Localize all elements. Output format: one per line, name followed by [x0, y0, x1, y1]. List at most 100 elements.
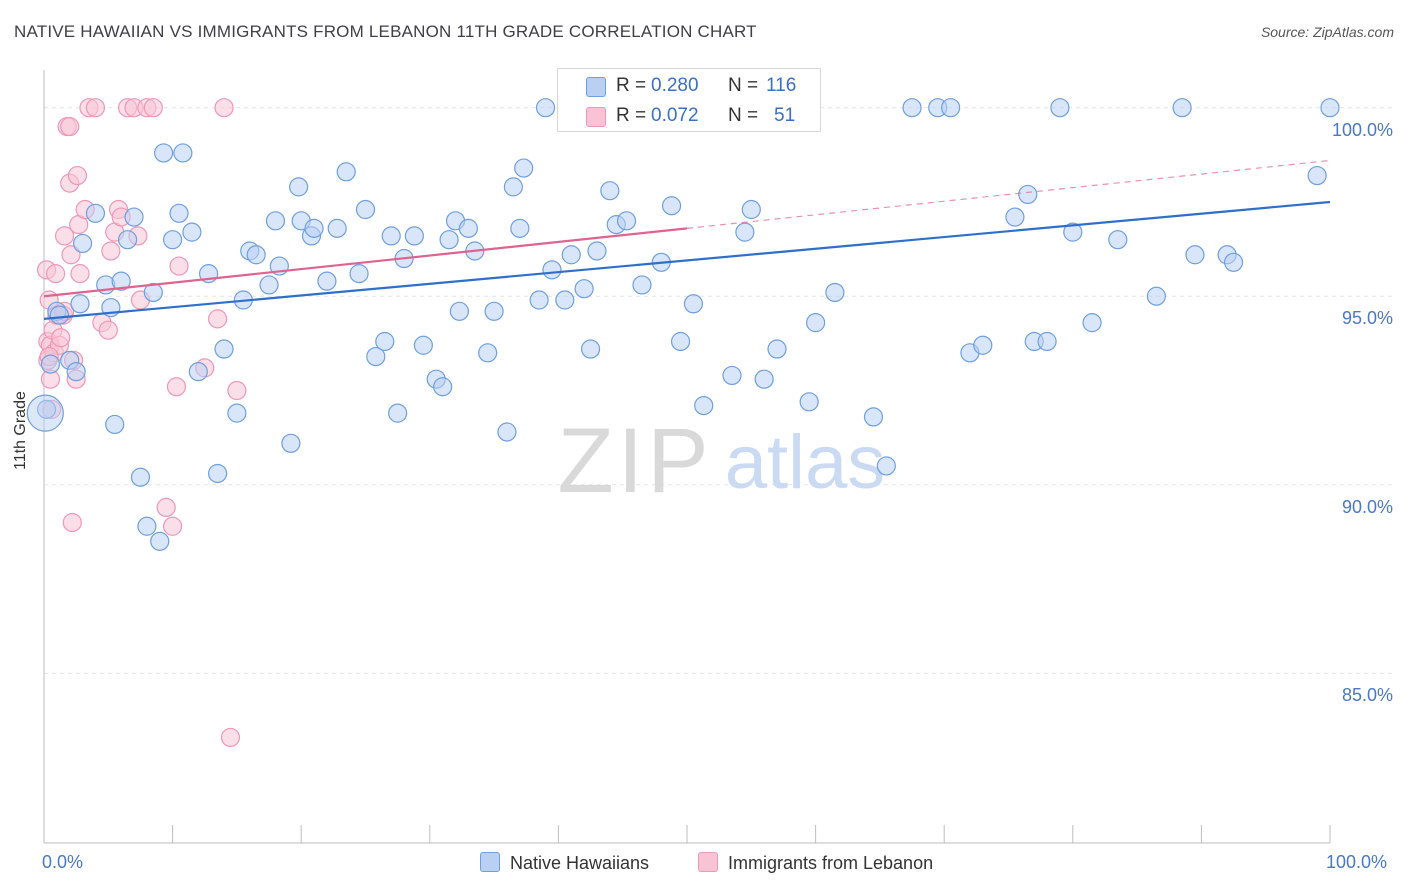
series-lebanon-points [36, 98, 247, 748]
series-native-hawaiian-points [26, 98, 1340, 551]
native-hawaiian-point [661, 196, 682, 216]
native-hawaiian-point [1005, 207, 1025, 227]
trend-line-lebanon-extrapolated [686, 159, 1331, 229]
native-hawaiian-point [616, 211, 637, 231]
native-hawaiian-point [1108, 230, 1128, 250]
native-hawaiian-point [632, 275, 652, 295]
native-hawaiian-point [208, 463, 228, 484]
lebanon-point [54, 226, 75, 246]
swatch-native-hawaiians [586, 77, 606, 97]
native-hawaiian-point [259, 275, 279, 295]
native-hawaiian-point [799, 392, 819, 412]
stat-n-value: 116 [766, 75, 797, 96]
native-hawaiian-point [941, 98, 961, 118]
native-hawaiian-point [754, 369, 774, 389]
native-hawaiian-point [863, 407, 884, 427]
native-hawaiian-point [767, 339, 787, 359]
native-hawaiian-point [722, 365, 742, 386]
legend-item-native-hawaiians[interactable]: Native Hawaiians [480, 852, 649, 874]
lebanon-point [169, 256, 189, 276]
native-hawaiian-point [683, 294, 704, 314]
native-hawaiian-point [304, 218, 324, 238]
source-credit: Source: ZipAtlas.com [1260, 24, 1394, 40]
native-hawaiian-point [289, 177, 309, 197]
lebanon-point [214, 98, 234, 118]
lebanon-point [220, 727, 241, 748]
native-hawaiian-point [1185, 245, 1205, 265]
watermark-atlas: atlas [725, 420, 886, 505]
watermark: ZIP atlas [557, 410, 885, 512]
native-hawaiian-point [124, 207, 144, 227]
native-hawaiian-point [130, 467, 151, 487]
native-hawaiian-point [182, 222, 202, 242]
native-hawaiian-point [117, 230, 138, 250]
native-hawaiian-point [366, 346, 386, 367]
lebanon-point [85, 98, 106, 118]
native-hawaiian-point [574, 279, 594, 299]
lebanon-point [51, 328, 71, 348]
native-hawaiian-point [1146, 286, 1166, 306]
native-hawaiian-point [265, 211, 286, 231]
native-hawaiian-point [694, 395, 714, 416]
native-hawaiian-point [72, 233, 93, 254]
lebanon-point [60, 116, 80, 137]
stats-row-lebanon: R = 0.072 N = 51 [558, 101, 820, 131]
stat-r-value: 0.072 [651, 105, 699, 126]
stat-r-label: R = [616, 75, 647, 96]
native-hawaiian-point [327, 218, 347, 238]
native-hawaiian-point [535, 98, 556, 118]
native-hawaiian-point [555, 290, 575, 310]
native-hawaiian-point [317, 271, 337, 291]
native-hawaiian-point [1037, 331, 1057, 352]
native-hawaiian-point [449, 301, 469, 321]
legend-item-lebanon[interactable]: Immigrants from Lebanon [698, 852, 933, 874]
native-hawaiian-point [478, 343, 498, 363]
stat-n-label: N = [728, 105, 759, 126]
native-hawaiian-point [49, 305, 70, 325]
native-hawaiian-point [137, 516, 157, 536]
native-hawaiian-point [105, 414, 125, 435]
native-hawaiian-point [580, 339, 601, 359]
x-tick-right: 100.0% [1326, 852, 1388, 872]
native-hawaiian-point [150, 531, 170, 551]
lebanon-point [166, 377, 187, 397]
native-hawaiian-point [973, 335, 993, 355]
stat-n-label: N = [728, 75, 759, 96]
native-hawaiian-point [529, 290, 549, 310]
native-hawaiian-point [1307, 165, 1327, 186]
native-hawaiian-point [1320, 98, 1340, 118]
native-hawaiian-point [561, 245, 581, 265]
native-hawaiian-point [510, 218, 530, 238]
lebanon-point [70, 264, 90, 284]
native-hawaiian-point [587, 241, 607, 261]
native-hawaiian-point [670, 331, 691, 352]
native-hawaiian-point [1082, 313, 1102, 333]
lebanon-point [67, 165, 88, 186]
native-hawaiian-point [40, 354, 61, 374]
native-hawaiian-point [497, 422, 517, 442]
chart-title: NATIVE HAWAIIAN VS IMMIGRANTS FROM LEBAN… [14, 22, 757, 41]
lebanon-point [101, 241, 121, 261]
native-hawaiian-point [143, 282, 163, 303]
native-hawaiian-point [173, 143, 193, 163]
native-hawaiian-point [70, 294, 90, 314]
trend-line-native-hawaiians [43, 200, 1331, 320]
native-hawaiian-point [825, 282, 845, 303]
legend-label-native-hawaiians: Native Hawaiians [510, 853, 650, 873]
native-hawaiian-point [1050, 98, 1070, 118]
native-hawaiian-point [111, 271, 131, 291]
native-hawaiian-point [458, 218, 478, 238]
y-tick-label: 95.0% [1341, 308, 1393, 329]
native-hawaiian-point [163, 230, 183, 250]
y-tick-label: 90.0% [1341, 496, 1393, 517]
native-hawaiian-point [433, 377, 453, 397]
native-hawaiian-point [388, 403, 408, 423]
native-hawaiian-point [375, 331, 395, 352]
native-hawaiian-point [85, 203, 106, 223]
native-hawaiian-point [246, 245, 266, 265]
native-hawaiian-point [876, 456, 896, 476]
lebanon-point [61, 245, 81, 265]
trend-lines [43, 159, 1331, 320]
legend-label-lebanon: Immigrants from Lebanon [728, 853, 934, 873]
